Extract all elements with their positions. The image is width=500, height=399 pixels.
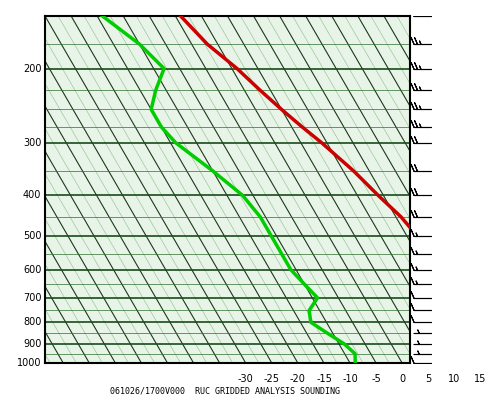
Text: 1000: 1000 xyxy=(17,358,42,368)
Text: -15: -15 xyxy=(316,373,332,383)
Text: 900: 900 xyxy=(23,339,42,349)
Text: -30: -30 xyxy=(238,373,254,383)
Text: 15: 15 xyxy=(474,373,486,383)
Text: -25: -25 xyxy=(264,373,280,383)
Text: 500: 500 xyxy=(23,231,42,241)
Text: 400: 400 xyxy=(23,190,42,200)
Text: 300: 300 xyxy=(23,138,42,148)
Text: 700: 700 xyxy=(23,293,42,303)
Text: 800: 800 xyxy=(23,317,42,327)
Text: 200: 200 xyxy=(23,63,42,73)
Text: 061026/1700V000  RUC GRIDDED ANALYSIS SOUNDING: 061026/1700V000 RUC GRIDDED ANALYSIS SOU… xyxy=(110,386,340,395)
Text: -5: -5 xyxy=(371,373,381,383)
Text: 600: 600 xyxy=(23,265,42,275)
Text: 10: 10 xyxy=(448,373,460,383)
Text: 0: 0 xyxy=(399,373,405,383)
Text: -10: -10 xyxy=(342,373,358,383)
Text: -20: -20 xyxy=(290,373,306,383)
Text: 5: 5 xyxy=(425,373,432,383)
